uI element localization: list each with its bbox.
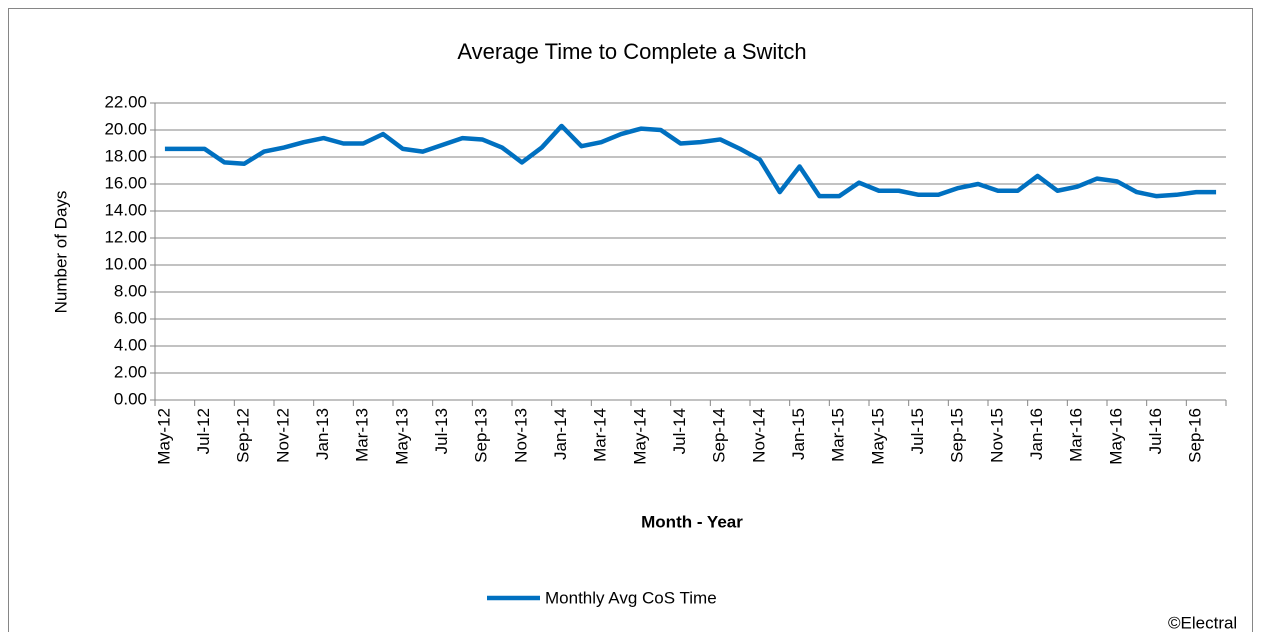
x-tick-label: Nov-12 (273, 408, 292, 463)
x-tick-label: Jan-13 (313, 408, 332, 460)
y-tick-label: 0.00 (114, 389, 147, 408)
chart-title: Average Time to Complete a Switch (457, 39, 806, 64)
x-tick-label: Jul-12 (194, 408, 213, 454)
x-tick-label: Sep-13 (472, 408, 491, 463)
y-tick-label: 4.00 (114, 335, 147, 354)
y-tick-label: 2.00 (114, 362, 147, 381)
x-tick-label: Mar-15 (829, 408, 848, 462)
chart-border (8, 8, 1253, 632)
y-tick-label: 14.00 (104, 200, 147, 219)
y-tick-label: 12.00 (104, 227, 147, 246)
x-tick-label: Mar-13 (353, 408, 372, 462)
x-tick-label: Sep-14 (710, 408, 729, 463)
x-tick-label: May-16 (1106, 408, 1125, 465)
y-tick-label: 18.00 (104, 146, 147, 165)
x-tick-label: Jan-14 (551, 408, 570, 460)
x-tick-label: Jul-14 (670, 408, 689, 454)
x-tick-label: Mar-14 (591, 408, 610, 462)
y-tick-label: 6.00 (114, 308, 147, 327)
x-tick-label: Sep-12 (234, 408, 253, 463)
x-tick-label: Nov-15 (987, 408, 1006, 463)
y-tick-label: 22.00 (104, 92, 147, 111)
x-tick-label: Jan-16 (1027, 408, 1046, 460)
x-tick-label: Jul-16 (1146, 408, 1165, 454)
x-tick-label: Jul-13 (432, 408, 451, 454)
x-tick-label: Sep-15 (948, 408, 967, 463)
x-tick-label: May-14 (630, 408, 649, 465)
x-tick-label: May-13 (392, 408, 411, 465)
x-axis-title: Month - Year (641, 512, 743, 531)
x-tick-label: Jul-15 (908, 408, 927, 454)
data-line (164, 123, 1217, 199)
y-tick-label: 8.00 (114, 281, 147, 300)
x-tick-label: Nov-13 (511, 408, 530, 463)
y-tick-label: 16.00 (104, 173, 147, 192)
x-tick-label: Jan-15 (789, 408, 808, 460)
x-tick-label: May-12 (154, 408, 173, 465)
y-tick-label: 10.00 (104, 254, 147, 273)
x-tick-label: Mar-16 (1067, 408, 1086, 462)
legend-label: Monthly Avg CoS Time (545, 588, 717, 607)
annotation: ©Electral (1168, 613, 1237, 632)
y-axis-title: Number of Days (51, 191, 70, 314)
y-tick-label: 20.00 (104, 119, 147, 138)
x-tick-label: May-15 (868, 408, 887, 465)
x-tick-label: Sep-16 (1186, 408, 1205, 463)
x-tick-label: Nov-14 (749, 408, 768, 463)
